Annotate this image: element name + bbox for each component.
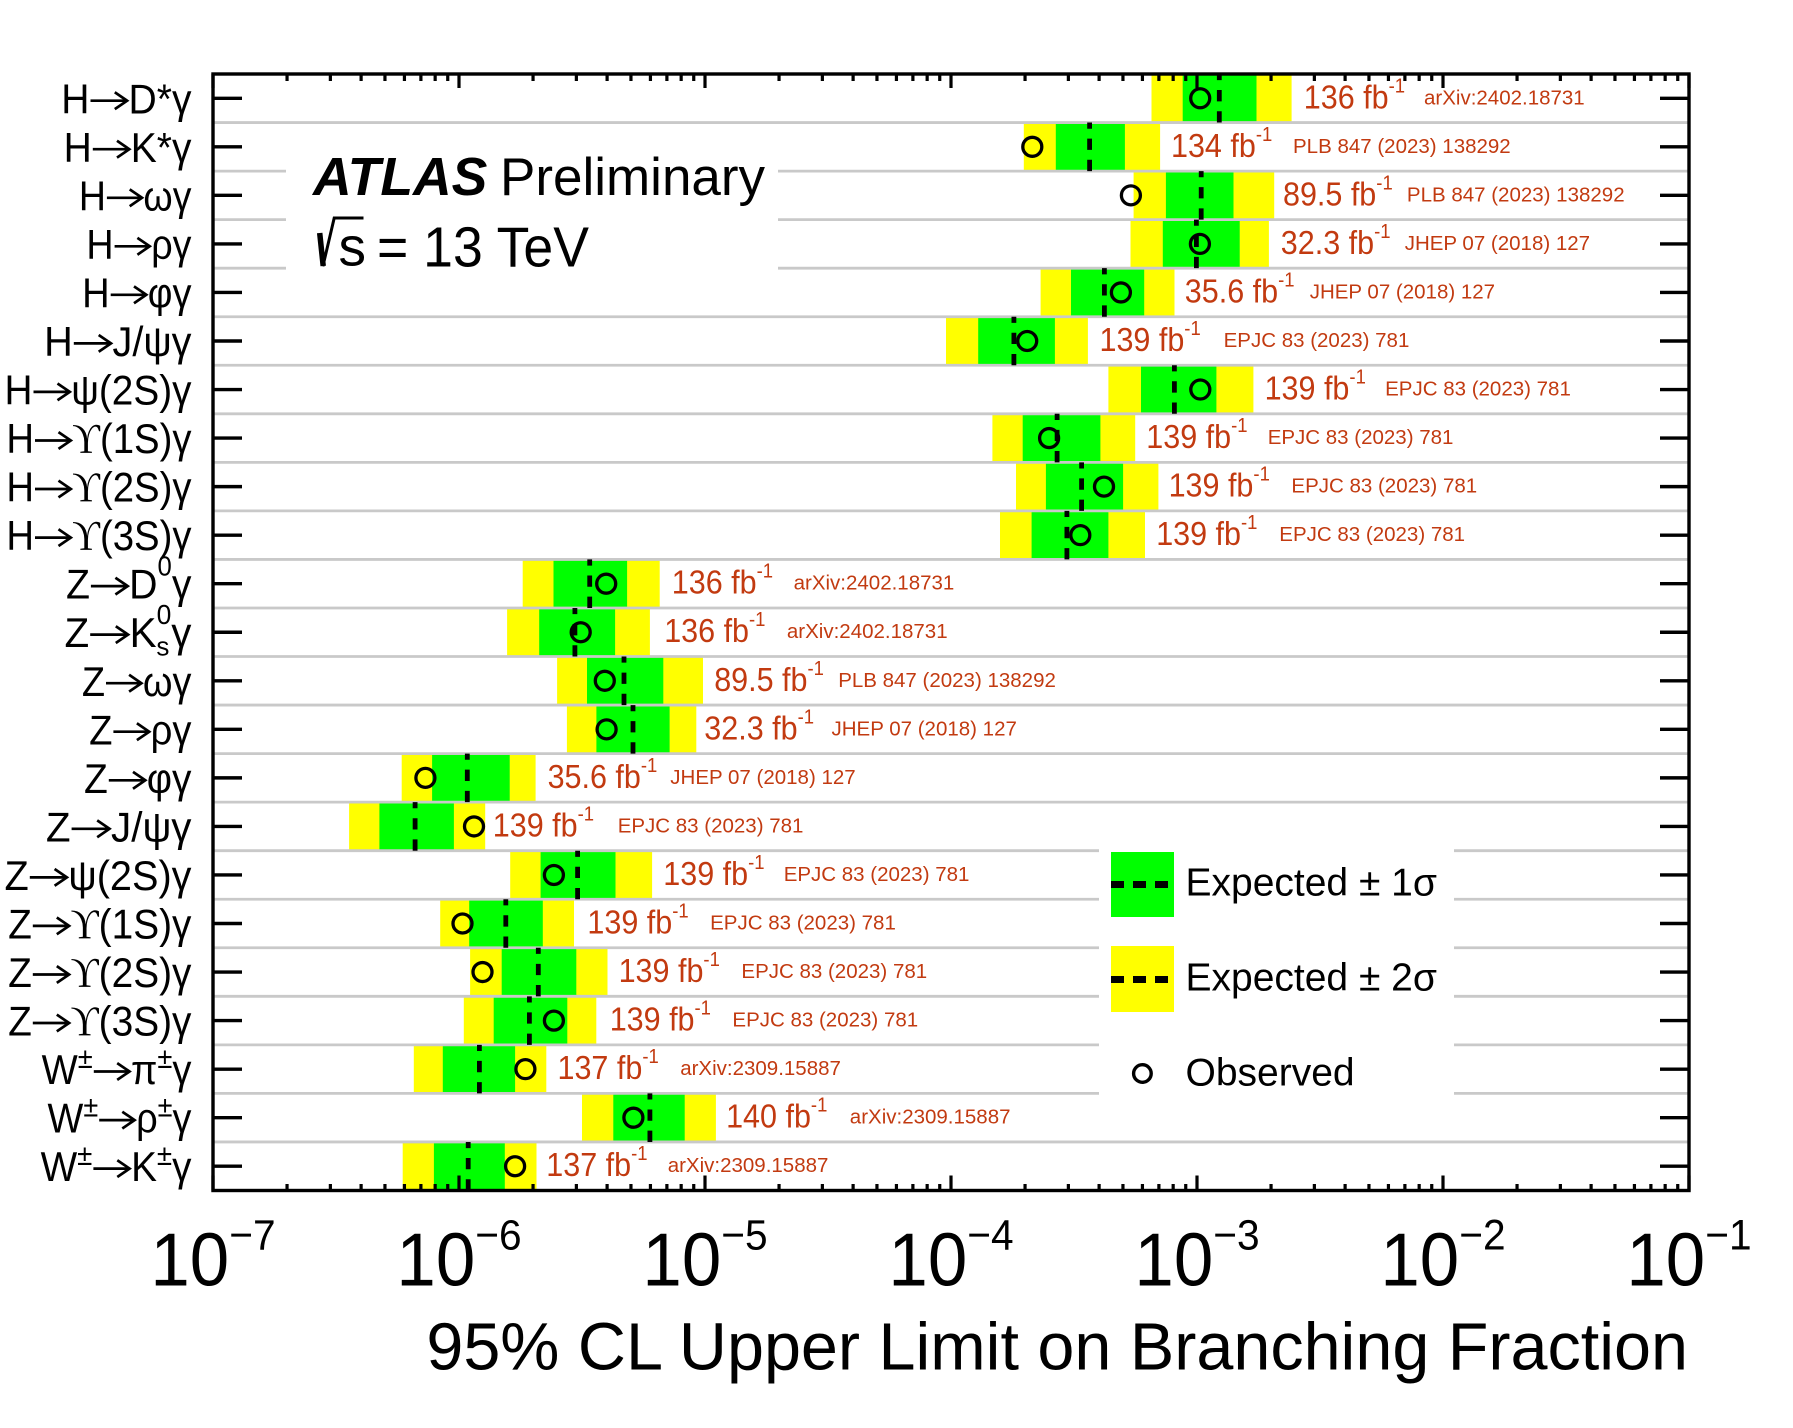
svg-text:139 fb-1: 139 fb-1	[1156, 513, 1257, 553]
svg-text:= 13 TeV: = 13 TeV	[377, 215, 589, 279]
svg-text:139 fb-1: 139 fb-1	[493, 804, 594, 844]
svg-text:Z→ψ(2S)γ: Z→ψ(2S)γ	[5, 852, 193, 899]
svg-text:EPJC 83 (2023) 781: EPJC 83 (2023) 781	[1279, 523, 1465, 546]
svg-text:EPJC 83 (2023) 781: EPJC 83 (2023) 781	[618, 814, 804, 837]
svg-text:139 fb-1: 139 fb-1	[1146, 415, 1247, 455]
svg-text:H→ωγ: H→ωγ	[79, 173, 192, 219]
svg-text:EPJC 83 (2023) 781: EPJC 83 (2023) 781	[1385, 378, 1571, 401]
svg-text:PLB 847 (2023) 138292: PLB 847 (2023) 138292	[1293, 135, 1511, 158]
svg-text:Z→φγ: Z→φγ	[84, 755, 192, 803]
svg-text:H→ργ: H→ργ	[86, 222, 191, 268]
svg-text:Z→J/ψγ: Z→J/ψγ	[46, 804, 192, 851]
svg-text:Z→ργ: Z→ργ	[89, 707, 191, 754]
svg-text:136 fb-1: 136 fb-1	[664, 610, 765, 650]
svg-text:arXiv:2309.15887: arXiv:2309.15887	[680, 1057, 841, 1080]
svg-text:137 fb-1: 137 fb-1	[546, 1144, 647, 1184]
svg-text:arXiv:2402.18731: arXiv:2402.18731	[787, 620, 948, 643]
svg-text:Z→ωγ: Z→ωγ	[82, 659, 192, 705]
svg-text:134 fb-1: 134 fb-1	[1171, 124, 1272, 164]
svg-text:EPJC 83 (2023) 781: EPJC 83 (2023) 781	[1268, 426, 1454, 449]
svg-text:JHEP 07 (2018) 127: JHEP 07 (2018) 127	[1310, 280, 1495, 303]
svg-text:Z→ϒ(2S)γ: Z→ϒ(2S)γ	[8, 949, 192, 997]
svg-text:139 fb-1: 139 fb-1	[619, 949, 720, 989]
svg-text:EPJC 83 (2023) 781: EPJC 83 (2023) 781	[741, 960, 927, 983]
svg-text:95% CL Upper Limit on Branchin: 95% CL Upper Limit on Branching Fraction	[426, 1311, 1688, 1385]
svg-text:32.3 fb-1: 32.3 fb-1	[1281, 221, 1391, 261]
svg-text:89.5 fb-1: 89.5 fb-1	[1283, 173, 1393, 213]
svg-text:35.6 fb-1: 35.6 fb-1	[1185, 270, 1295, 310]
svg-text:EPJC 83 (2023) 781: EPJC 83 (2023) 781	[710, 912, 896, 935]
svg-text:Z→K0s​γ: Z→K0s​γ	[64, 600, 191, 662]
svg-text:W±​→π±​γ: W±​→π±​γ	[42, 1042, 192, 1094]
svg-text:arXiv:2309.15887: arXiv:2309.15887	[668, 1154, 829, 1177]
svg-text:Preliminary: Preliminary	[500, 148, 766, 207]
svg-text:136 fb-1: 136 fb-1	[672, 561, 773, 601]
svg-text:H→φγ: H→φγ	[82, 271, 191, 317]
svg-text:EPJC 83 (2023) 781: EPJC 83 (2023) 781	[1291, 475, 1477, 498]
svg-text:PLB 847 (2023) 138292: PLB 847 (2023) 138292	[838, 669, 1056, 692]
svg-text:139 fb-1: 139 fb-1	[1265, 367, 1366, 407]
svg-text:35.6 fb-1: 35.6 fb-1	[548, 755, 658, 795]
svg-text:ATLAS: ATLAS	[311, 148, 488, 207]
svg-text:Z→ϒ(1S)γ: Z→ϒ(1S)γ	[8, 900, 192, 948]
svg-text:EPJC 83 (2023) 781: EPJC 83 (2023) 781	[784, 863, 970, 886]
svg-text:H→J/ψγ: H→J/ψγ	[44, 318, 192, 365]
svg-text:arXiv:2402.18731: arXiv:2402.18731	[794, 572, 955, 595]
svg-text:139 fb-1: 139 fb-1	[610, 998, 711, 1038]
svg-text:136 fb-1: 136 fb-1	[1304, 76, 1405, 116]
svg-text:H→ψ(2S)γ: H→ψ(2S)γ	[4, 366, 192, 414]
svg-text:139 fb-1: 139 fb-1	[1169, 464, 1270, 504]
svg-text:Expected ± 2σ: Expected ± 2σ	[1186, 957, 1437, 1000]
svg-text:H→K*γ: H→K*γ	[64, 123, 193, 171]
svg-text:32.3 fb-1: 32.3 fb-1	[704, 707, 814, 747]
svg-text:Expected ± 1σ: Expected ± 1σ	[1186, 862, 1437, 905]
svg-text:arXiv:2402.18731: arXiv:2402.18731	[1424, 86, 1585, 109]
svg-text:139 fb-1: 139 fb-1	[1099, 318, 1200, 358]
svg-text:W±​→K±​γ: W±​→K±​γ	[41, 1139, 193, 1190]
svg-text:140 fb-1: 140 fb-1	[726, 1095, 827, 1135]
svg-text:137 fb-1: 137 fb-1	[557, 1046, 658, 1086]
svg-text:H→ϒ(3S)γ: H→ϒ(3S)γ	[6, 513, 191, 560]
svg-text:EPJC 83 (2023) 781: EPJC 83 (2023) 781	[1224, 329, 1410, 352]
svg-text:W±​→ρ±​γ: W±​→ρ±​γ	[48, 1090, 192, 1142]
svg-text:139 fb-1: 139 fb-1	[663, 852, 764, 892]
svg-text:Z→ϒ(3S)γ: Z→ϒ(3S)γ	[8, 997, 192, 1045]
svg-text:PLB 847 (2023) 138292: PLB 847 (2023) 138292	[1407, 183, 1625, 206]
svg-text:89.5 fb-1: 89.5 fb-1	[714, 658, 824, 698]
svg-text:H→ϒ(1S)γ: H→ϒ(1S)γ	[6, 415, 191, 462]
svg-text:Z→D0​γ: Z→D0​γ	[66, 551, 192, 608]
svg-text:H→ϒ(2S)γ: H→ϒ(2S)γ	[6, 464, 191, 511]
svg-text:139 fb-1: 139 fb-1	[587, 901, 688, 941]
svg-text:JHEP 07 (2018) 127: JHEP 07 (2018) 127	[670, 766, 855, 789]
svg-text:JHEP 07 (2018) 127: JHEP 07 (2018) 127	[1405, 232, 1590, 255]
svg-text:EPJC 83 (2023) 781: EPJC 83 (2023) 781	[732, 1009, 918, 1032]
svg-text:H→D*γ: H→D*γ	[61, 75, 192, 123]
svg-text:s: s	[339, 216, 367, 278]
svg-text:Observed: Observed	[1186, 1052, 1355, 1095]
svg-text:arXiv:2309.15887: arXiv:2309.15887	[850, 1106, 1011, 1129]
svg-text:JHEP 07 (2018) 127: JHEP 07 (2018) 127	[832, 717, 1017, 740]
